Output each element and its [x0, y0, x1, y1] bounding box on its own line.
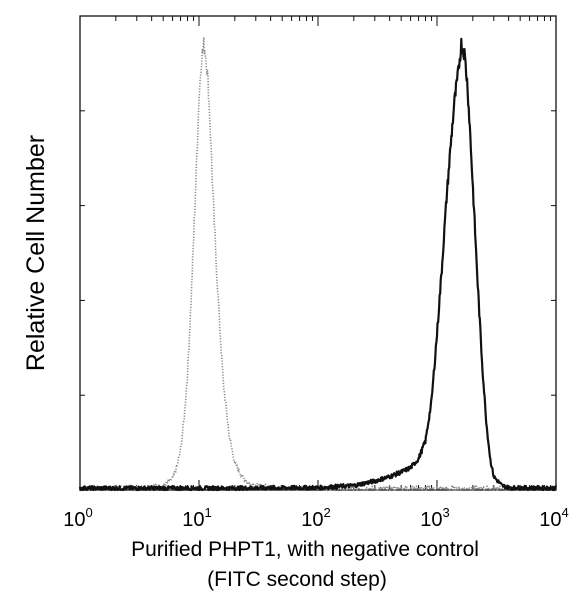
- plot-frame: [79, 15, 557, 491]
- negative-control-series: [79, 36, 557, 491]
- x-tick-label: 102: [301, 505, 330, 531]
- x-tick-label: 103: [420, 505, 449, 531]
- y-axis-label: Relative Cell Number: [22, 135, 50, 371]
- phpt1-series: [78, 37, 558, 492]
- axis-ticks: [79, 15, 556, 490]
- x-axis-label: Purified PHPT1, with negative control: [131, 538, 479, 561]
- x-tick-label: 104: [539, 505, 568, 531]
- histogram-series: [78, 36, 558, 492]
- x-axis-label-line2: (FITC second step): [207, 568, 387, 591]
- x-tick-label: 101: [182, 505, 211, 531]
- tick-labels: 100 101 102 103 104: [63, 505, 568, 531]
- x-tick-label: 100: [63, 505, 92, 531]
